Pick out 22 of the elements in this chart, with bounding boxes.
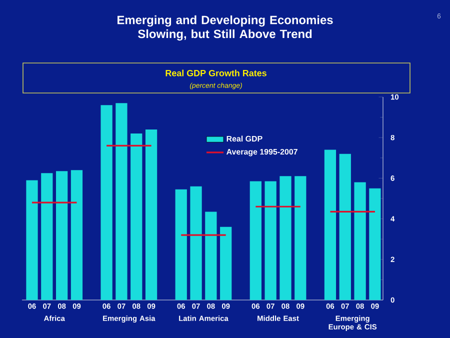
bar	[70, 170, 83, 300]
bar	[324, 150, 336, 300]
bar	[100, 105, 112, 300]
bar	[220, 226, 232, 300]
bar	[26, 180, 38, 300]
bar	[145, 129, 158, 300]
bar	[294, 176, 306, 300]
bar	[369, 188, 381, 300]
bar	[250, 181, 262, 300]
bar	[264, 181, 276, 300]
bar	[354, 182, 366, 300]
bar	[41, 173, 53, 300]
bar	[339, 154, 351, 300]
bar	[280, 176, 292, 300]
bar	[56, 171, 68, 300]
bar	[116, 103, 128, 300]
bar	[190, 186, 202, 300]
bar	[130, 134, 142, 300]
chart-subtitle: Real GDP Growth Rates	[166, 70, 266, 76]
chart-title: Emerging and Developing Economies Slowing, but Still Above Trend	[118, 15, 333, 41]
bar	[205, 212, 217, 300]
bar	[175, 189, 187, 300]
